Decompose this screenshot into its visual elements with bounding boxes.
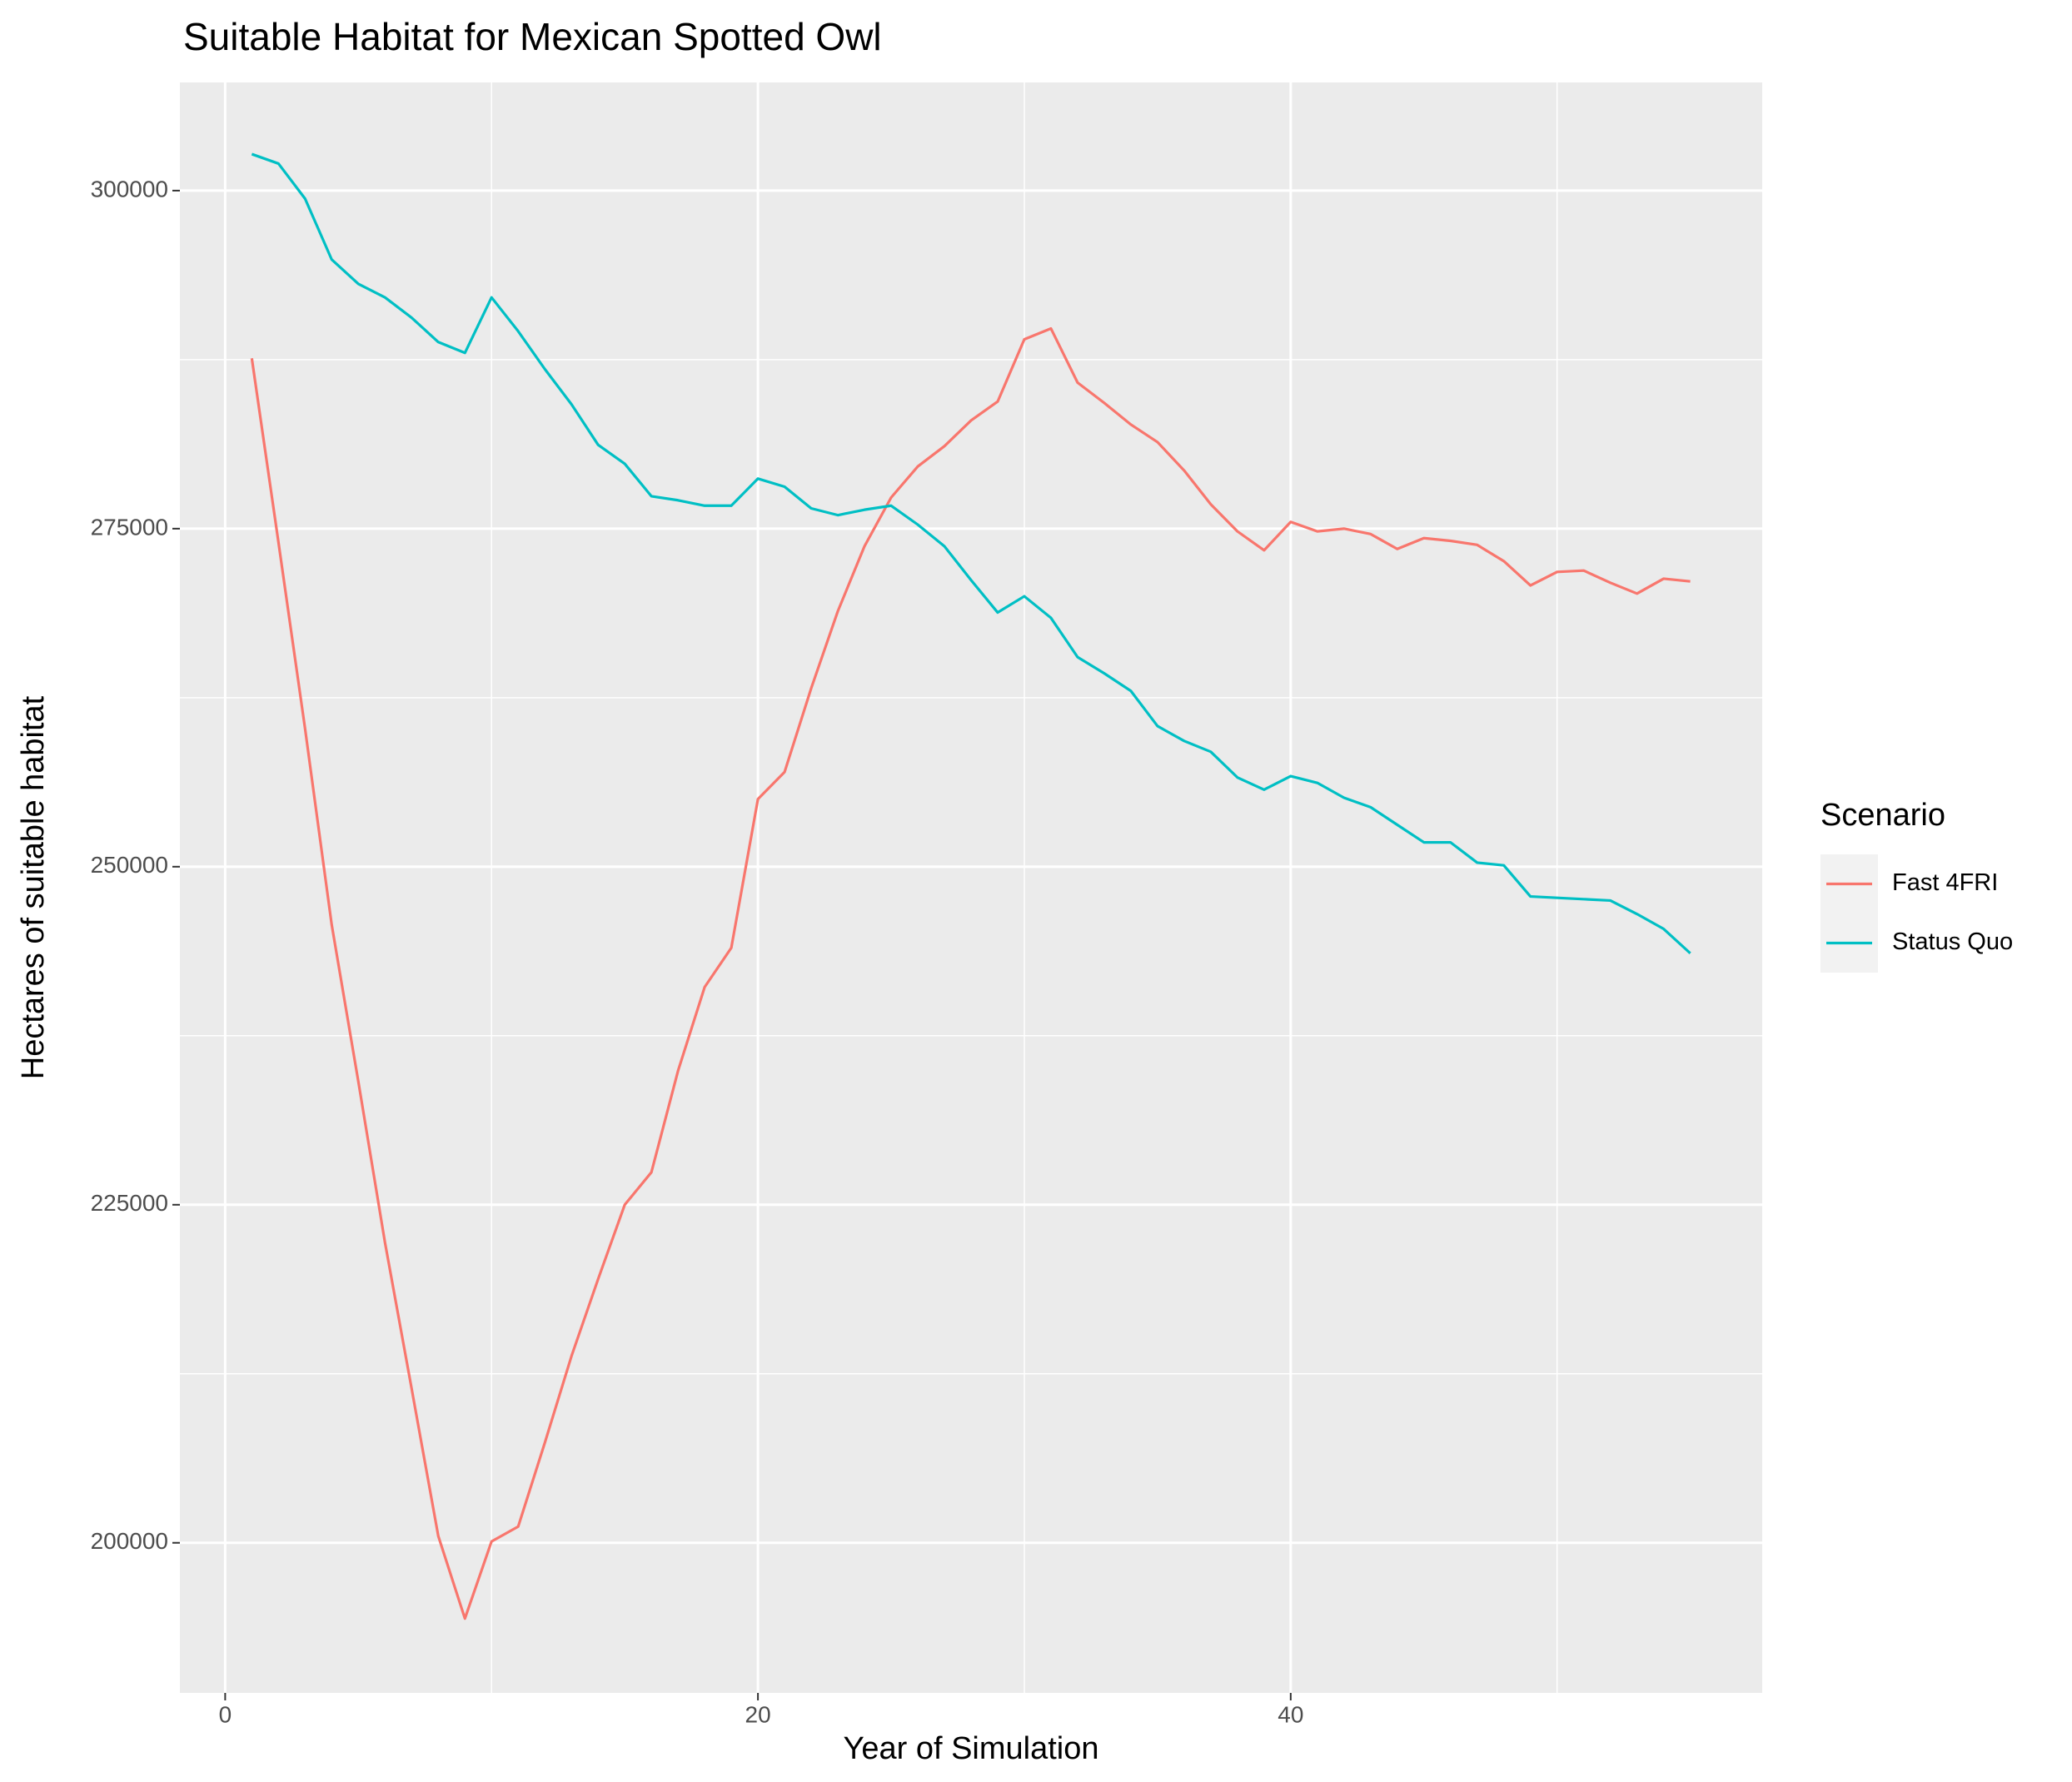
chart-title: Suitable Habitat for Mexican Spotted Owl [183,15,882,58]
y-tick-label: 250000 [91,852,168,878]
series-line [250,326,1691,1620]
y-tick-label: 200000 [91,1528,168,1554]
legend-label: Status Quo [1892,928,2013,955]
series-line [251,152,1691,954]
x-tick-label: 20 [745,1701,771,1727]
legend-label: Fast 4FRI [1892,869,1998,896]
y-tick-label: 275000 [91,514,168,540]
y-tick-label: 225000 [91,1190,168,1216]
x-axis-label: Year of Simulation [843,1731,1098,1766]
x-tick-label: 40 [1278,1701,1303,1727]
x-tick-label: 0 [219,1701,232,1727]
plot-panel [180,82,1762,1693]
y-tick-label: 300000 [91,176,168,202]
y-axis-label: Hectares of suitable habitat [16,695,51,1079]
legend-title: Scenario [1820,798,1945,833]
